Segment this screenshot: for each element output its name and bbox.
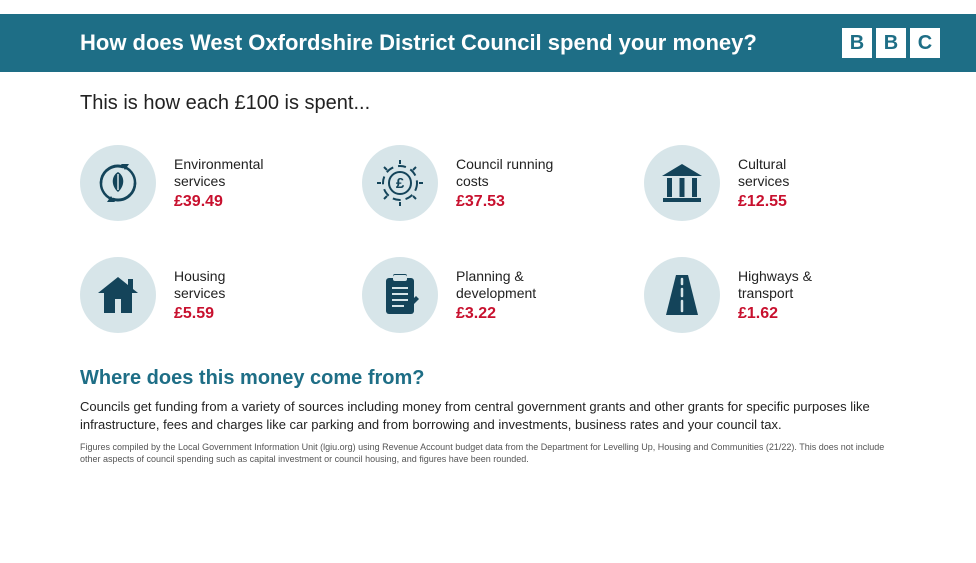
- footer-body: Councils get funding from a variety of s…: [80, 398, 896, 434]
- header-bar: How does West Oxfordshire District Counc…: [0, 14, 976, 72]
- spending-item-environmental: Environmentalservices £39.49: [80, 145, 332, 221]
- item-label: Housingservices: [174, 268, 225, 303]
- item-value: £39.49: [174, 193, 264, 211]
- item-label: Environmentalservices: [174, 156, 264, 191]
- clipboard-icon: [362, 257, 438, 333]
- bbc-logo-letter: B: [876, 28, 906, 58]
- bbc-logo-letter: B: [842, 28, 872, 58]
- header-title: How does West Oxfordshire District Counc…: [80, 30, 757, 56]
- item-value: £1.62: [738, 305, 812, 323]
- content-area: This is how each £100 is spent... Enviro…: [0, 72, 976, 476]
- item-value: £5.59: [174, 305, 225, 323]
- bbc-logo-letter: C: [910, 28, 940, 58]
- spending-item-running-costs: £ Council runningcosts £37.53: [362, 145, 614, 221]
- item-label: Culturalservices: [738, 156, 789, 191]
- footer-heading: Where does this money come from?: [80, 367, 896, 390]
- spending-item-planning: Planning &development £3.22: [362, 257, 614, 333]
- item-label: Planning &development: [456, 268, 536, 303]
- item-label: Council runningcosts: [456, 156, 553, 191]
- footer-fineprint: Figures compiled by the Local Government…: [80, 442, 896, 465]
- house-icon: [80, 257, 156, 333]
- spending-item-cultural: Culturalservices £12.55: [644, 145, 896, 221]
- item-value: £12.55: [738, 193, 789, 211]
- leaf-cycle-icon: [80, 145, 156, 221]
- spending-item-housing: Housingservices £5.59: [80, 257, 332, 333]
- road-icon: [644, 257, 720, 333]
- building-icon: [644, 145, 720, 221]
- spending-grid: Environmentalservices £39.49 £ Council r…: [80, 145, 896, 333]
- item-label: Highways &transport: [738, 268, 812, 303]
- spending-item-highways: Highways &transport £1.62: [644, 257, 896, 333]
- item-value: £37.53: [456, 193, 553, 211]
- item-value: £3.22: [456, 305, 536, 323]
- gear-pound-icon: £: [362, 145, 438, 221]
- subtitle: This is how each £100 is spent...: [80, 92, 896, 115]
- svg-text:£: £: [396, 175, 405, 192]
- bbc-logo: B B C: [842, 28, 940, 58]
